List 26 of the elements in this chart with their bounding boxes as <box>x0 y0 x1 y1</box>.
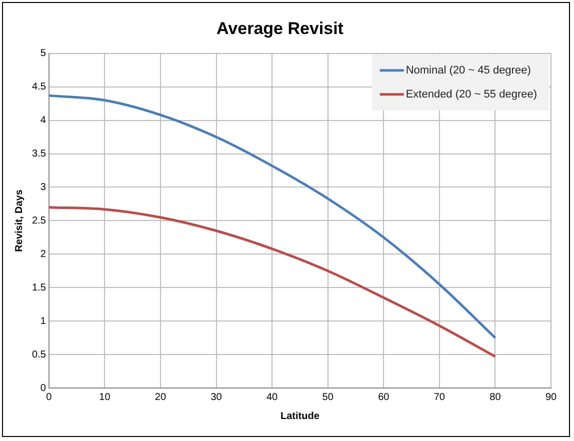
x-tick-label: 60 <box>378 392 390 403</box>
y-tick-label: 4.5 <box>32 82 46 93</box>
legend-label: Nominal (20 ~ 45 degree) <box>406 64 531 76</box>
x-tick-label: 80 <box>490 392 502 403</box>
x-tick-label: 70 <box>434 392 446 403</box>
y-tick-label: 3.5 <box>32 148 46 160</box>
x-tick-label: 10 <box>99 392 111 403</box>
x-tick-label: 20 <box>154 392 166 403</box>
y-tick-label: 0.5 <box>32 349 46 360</box>
y-tick-label: 1.5 <box>32 282 46 294</box>
y-tick-label: 1 <box>40 316 46 327</box>
line-series <box>48 206 496 358</box>
y-tick-label: 5 <box>40 48 46 60</box>
x-tick-label: 90 <box>545 392 557 403</box>
x-tick-label: 50 <box>322 392 334 403</box>
chart-title: Average Revisit <box>216 18 344 38</box>
x-tick-label: 40 <box>266 392 278 403</box>
y-tick-label: 4 <box>40 115 46 126</box>
y-tick-label: 0 <box>40 382 46 394</box>
y-tick-label: 3 <box>40 182 46 193</box>
x-tick-label: 30 <box>210 392 222 403</box>
legend-label: Extended (20 ~ 55 degree) <box>406 88 538 100</box>
y-axis-title: Revisit, Days <box>14 189 25 252</box>
y-tick-label: 2 <box>40 248 46 260</box>
x-axis-title: Latitude <box>280 410 320 422</box>
y-tick-label: 2.5 <box>32 215 46 226</box>
